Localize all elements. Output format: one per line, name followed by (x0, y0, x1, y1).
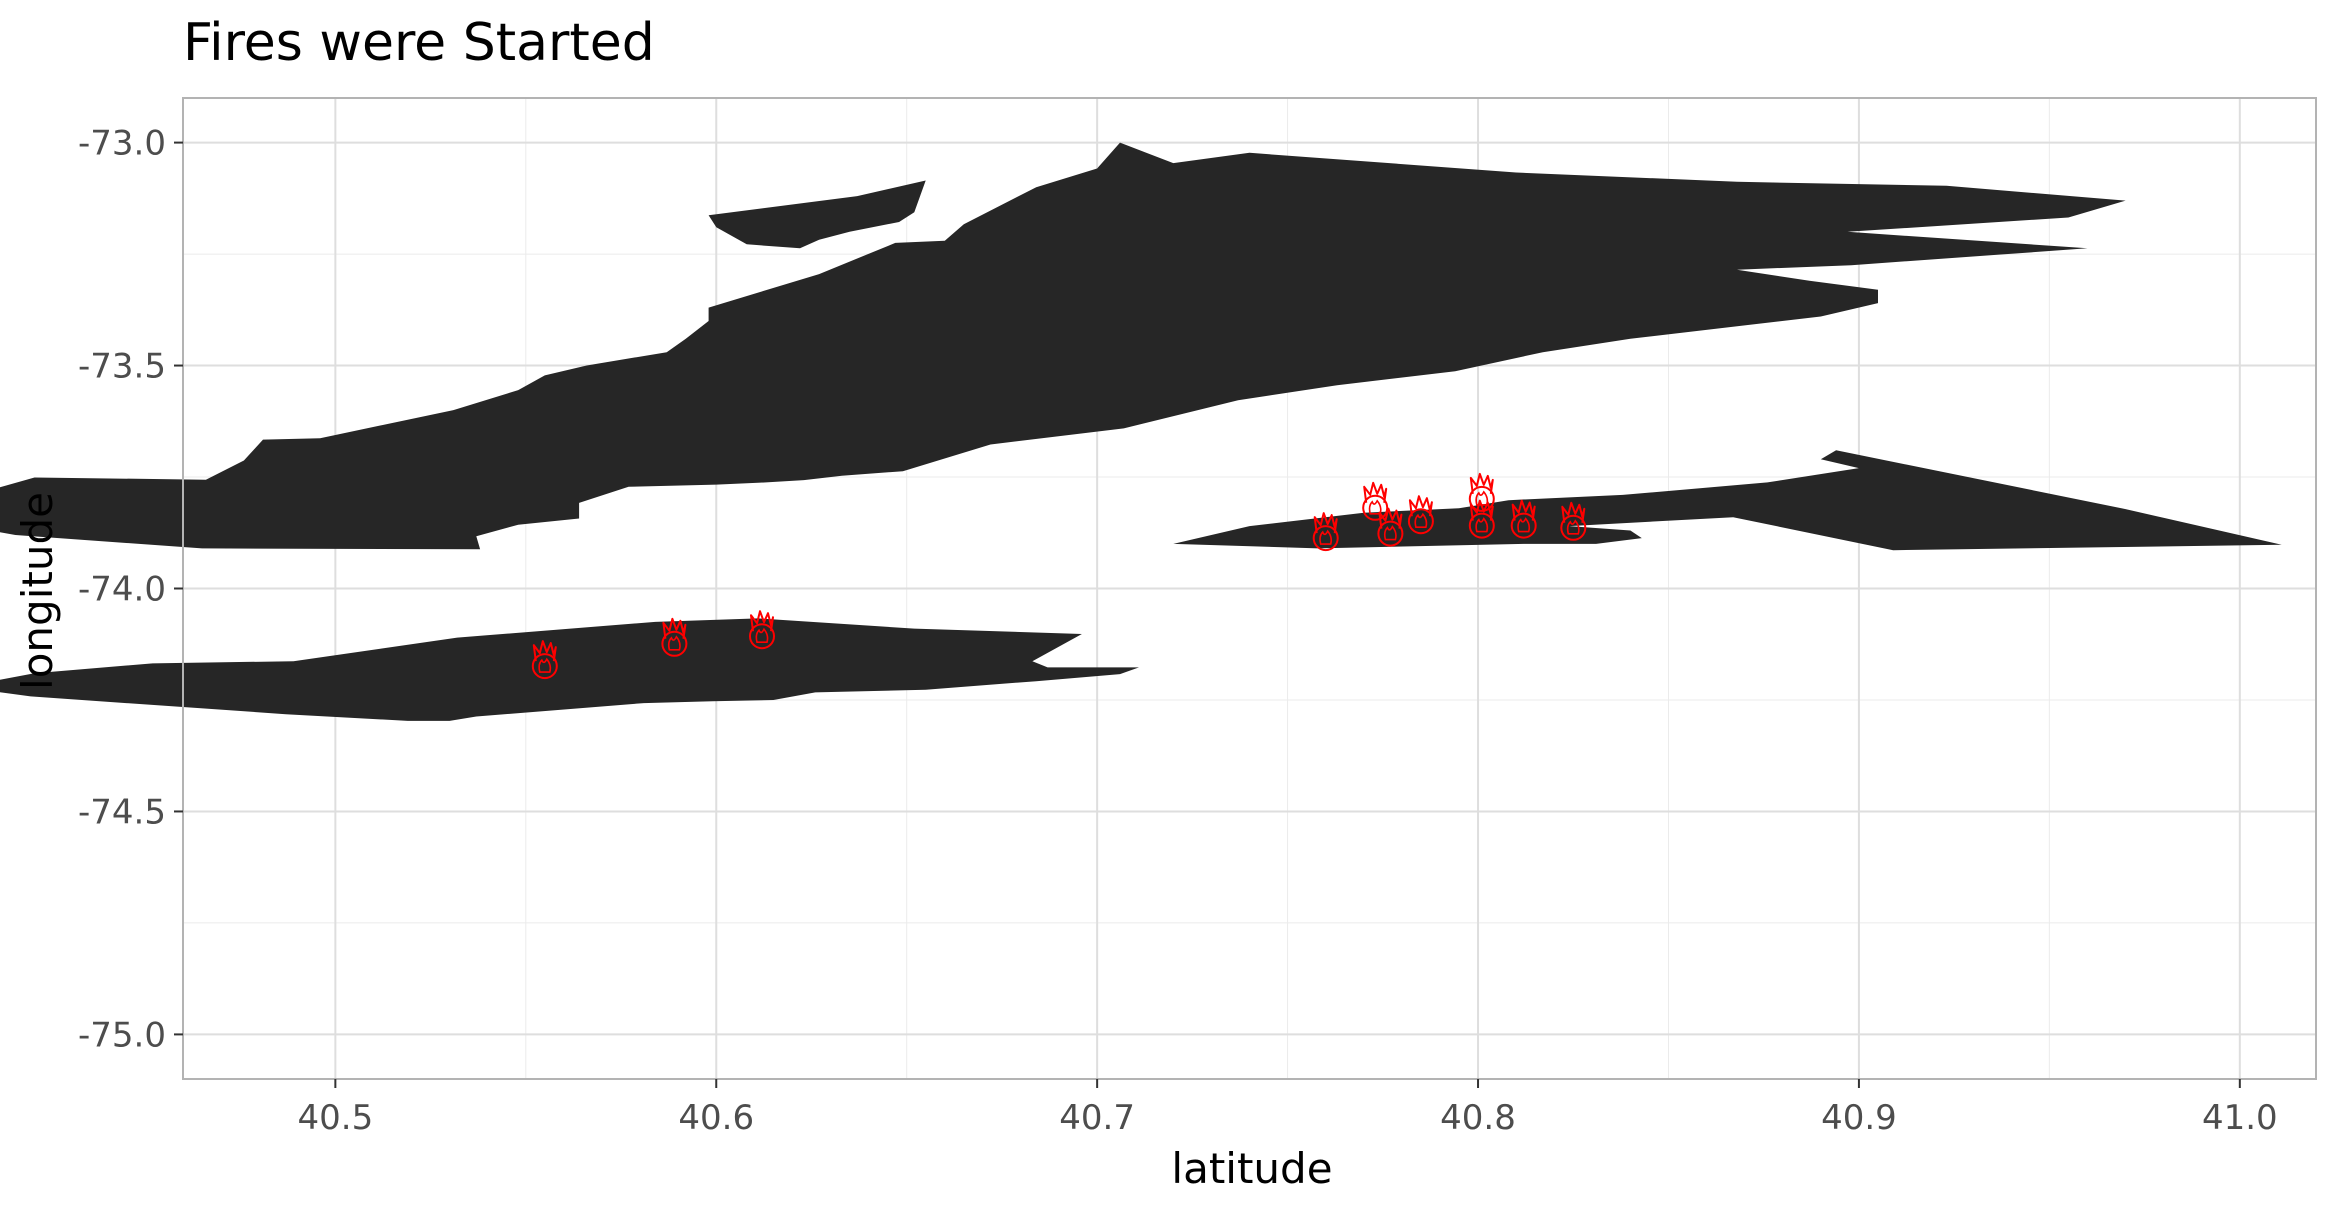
y-tick-label: -75.0 (78, 1015, 166, 1055)
fire-icon (1560, 501, 1587, 541)
y-tick-label: -74.5 (78, 792, 166, 832)
y-axis-ticks: -73.0 -73.5 -74.0 -74.5 -75.0 (78, 124, 183, 1055)
fire-icon (661, 617, 688, 657)
land-region-island-southeast (1173, 450, 2282, 551)
fire-markers (531, 472, 1587, 680)
fire-icon (1468, 472, 1495, 512)
fire-icon (531, 640, 558, 680)
x-tick-label: 40.5 (298, 1098, 374, 1138)
x-tick-label: 40.6 (678, 1098, 754, 1138)
y-tick-label: -74.0 (78, 570, 166, 610)
x-tick-label: 40.9 (1821, 1098, 1897, 1138)
fire-icon (1362, 481, 1389, 521)
fire-icon (1468, 499, 1495, 539)
x-tick-label: 40.7 (1059, 1098, 1135, 1138)
fire-icon (1407, 495, 1434, 535)
fire-icon (1312, 512, 1339, 552)
x-tick-label: 41.0 (2202, 1098, 2278, 1138)
land-regions (0, 142, 2282, 721)
x-tick-label: 40.8 (1440, 1098, 1516, 1138)
fire-icon (749, 610, 775, 650)
land-region-island-north (708, 180, 926, 249)
land-region-island-southwest (0, 618, 1139, 721)
chart-title: Fires were Started (183, 13, 655, 73)
y-axis-title: longitude (13, 492, 62, 690)
x-axis-ticks: 40.5 40.6 40.7 40.8 40.9 41.0 (298, 1079, 2278, 1138)
land-region-mainland (0, 142, 2126, 550)
x-axis-title: latitude (1171, 1144, 1332, 1193)
fire-icon (1510, 499, 1537, 539)
fire-icon (1377, 507, 1404, 547)
y-tick-label: -73.0 (78, 124, 166, 164)
y-tick-label: -73.5 (78, 347, 166, 387)
